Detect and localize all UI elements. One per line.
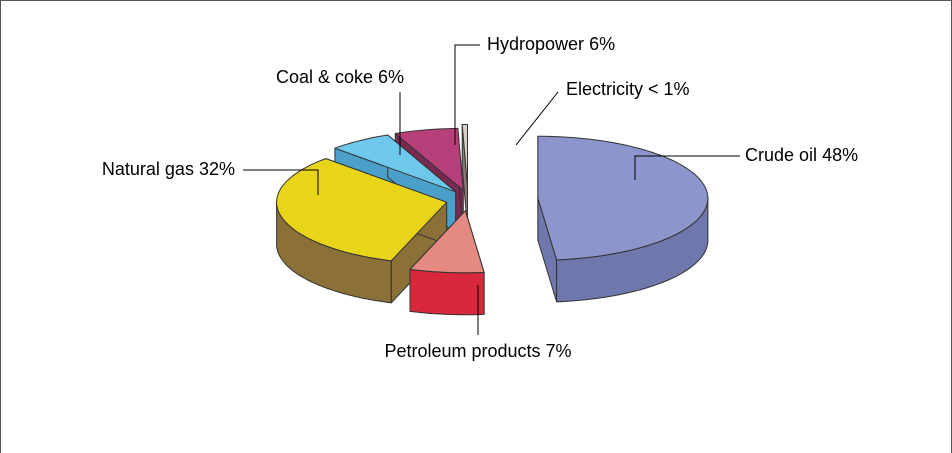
slice-top (394, 127, 464, 191)
label-value: 6% (589, 34, 615, 54)
slice-label: Coal & coke 6% (276, 67, 404, 87)
label-name: Hydropower (487, 34, 584, 54)
label-value: 6% (378, 67, 404, 87)
label-name: Coal & coke (276, 67, 373, 87)
slice-top (461, 124, 468, 187)
slice (409, 210, 485, 316)
label-value: 32% (199, 159, 235, 179)
slice-side (409, 268, 485, 316)
slice-top (537, 135, 709, 261)
slice (537, 135, 709, 303)
slice-label: Crude oil 48% (745, 145, 858, 165)
label-name: Natural gas (102, 159, 194, 179)
slice-label: Petroleum products 7% (384, 341, 571, 361)
slice-label: Natural gas 32% (102, 159, 235, 179)
leader-line (515, 91, 559, 146)
leader-line (243, 169, 319, 195)
label-name: Petroleum products (384, 341, 540, 361)
slice-label: Hydropower 6% (487, 34, 615, 54)
slice-top (409, 210, 485, 274)
slice-top (276, 158, 448, 262)
label-value: 7% (546, 341, 572, 361)
label-name: Electricity (566, 79, 643, 99)
leader-line (454, 44, 480, 145)
slice-top (334, 134, 457, 193)
slice-label: Electricity < 1% (566, 79, 690, 99)
slice (276, 158, 448, 304)
label-value: 48% (822, 145, 858, 165)
slice (461, 124, 468, 229)
label-value: < 1% (648, 79, 690, 99)
label-name: Crude oil (745, 145, 817, 165)
leader-line (634, 155, 740, 180)
